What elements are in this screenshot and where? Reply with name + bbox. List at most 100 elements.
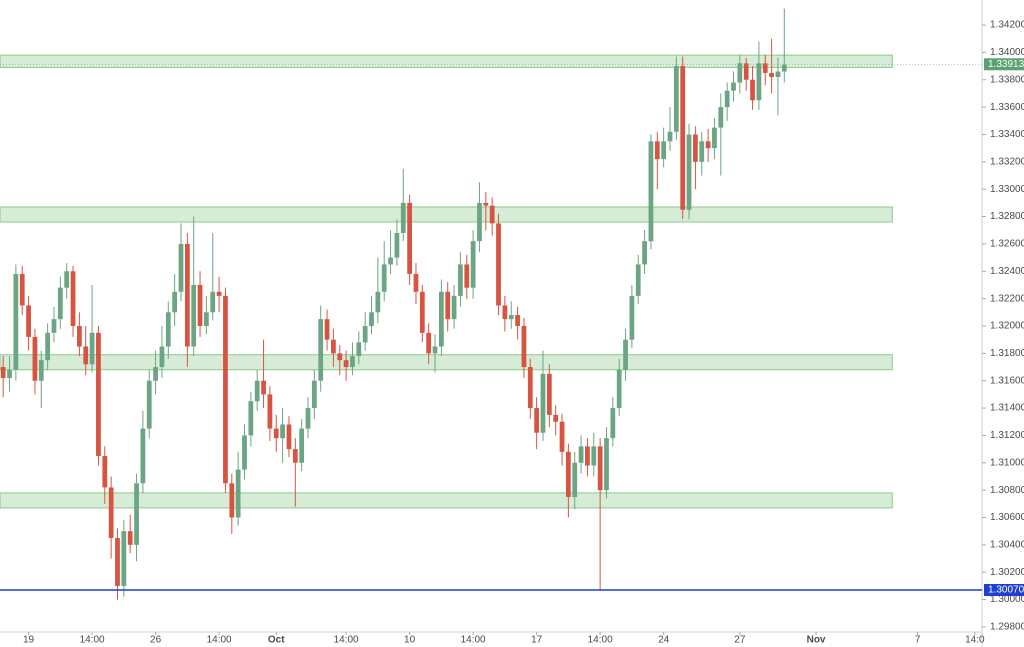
y-tick-label: 1.32200 [990, 293, 1024, 304]
candle-body [508, 315, 514, 320]
candle-body [216, 291, 222, 296]
candle-body [38, 360, 44, 381]
x-tick-label: 14:00 [461, 635, 486, 646]
candle-body [26, 305, 31, 337]
y-tick-label: 1.31800 [990, 348, 1024, 359]
x-tick-label: Nov [807, 635, 826, 646]
candle-body [305, 408, 311, 429]
candle-body [470, 241, 476, 288]
candle-body [235, 469, 241, 518]
candle-body [299, 428, 305, 463]
candle-body [204, 312, 209, 326]
candle-body [254, 380, 260, 402]
candle-body [496, 223, 501, 306]
candle-body [223, 295, 228, 484]
candle-body [756, 63, 762, 101]
candle-body [699, 141, 705, 162]
candle-body [381, 264, 387, 292]
x-tick-label: 26 [150, 635, 162, 646]
candle-body [267, 394, 273, 429]
candle-body [121, 531, 127, 586]
candle-body [261, 380, 266, 395]
candle-body [318, 319, 324, 381]
y-tick-label: 1.34200 [990, 20, 1024, 31]
support-resistance-zone [0, 492, 893, 509]
candle-body [165, 312, 171, 347]
candle-body [654, 141, 660, 160]
candle-body [210, 291, 216, 313]
candle-body [127, 531, 133, 545]
x-tick-label: 14:00 [588, 635, 613, 646]
candle-body [445, 291, 451, 320]
candle-body [464, 264, 470, 288]
x-tick-label: 7 [915, 635, 921, 646]
candle-body [337, 353, 343, 361]
candle-body [115, 538, 120, 586]
y-tick-label: 1.29800 [990, 622, 1024, 633]
x-tick-label: 14:00 [80, 635, 105, 646]
price-line-tag [984, 584, 1024, 597]
x-tick-label: 24 [658, 635, 670, 646]
x-tick-label: Oct [268, 635, 285, 646]
candle-body [578, 446, 584, 463]
candle-body [356, 342, 362, 357]
candle-body [623, 339, 628, 370]
x-tick-label: 10 [404, 635, 416, 646]
candle-body [477, 202, 482, 242]
candle-body [673, 66, 679, 132]
candle-body [648, 141, 654, 242]
candle-body [51, 319, 57, 333]
candle-body [483, 202, 489, 206]
candle-body [388, 257, 393, 265]
y-tick-label: 1.33600 [990, 102, 1024, 113]
candle-body [311, 380, 317, 409]
y-tick-label: 1.32800 [990, 211, 1024, 222]
y-tick-label: 1.33800 [990, 74, 1024, 85]
candle-body [159, 346, 165, 368]
candle-body [426, 332, 432, 354]
candle-body [19, 274, 25, 306]
candle-body [331, 339, 336, 354]
candle-body [693, 134, 698, 162]
candle-body [642, 241, 647, 265]
x-tick-label: 17 [531, 635, 543, 646]
candle-body [553, 414, 559, 422]
candle-body [407, 202, 412, 275]
y-tick-label: 1.30600 [990, 512, 1024, 523]
x-tick-label: 14:0 [965, 635, 985, 646]
candle-body [362, 325, 368, 343]
candle-body [616, 369, 622, 409]
candle-body [712, 127, 717, 149]
x-tick-label: 19 [23, 635, 35, 646]
candle-body [724, 90, 730, 108]
last-price-tag [984, 58, 1024, 71]
candle-body [32, 336, 38, 381]
candle-body [0, 367, 6, 378]
support-resistance-zone [0, 354, 893, 371]
candle-body [572, 462, 578, 497]
support-resistance-zone [0, 206, 893, 223]
candle-body [343, 360, 349, 368]
candle-body [737, 63, 743, 83]
candle-body [419, 291, 425, 333]
candle-body [375, 291, 381, 313]
candle-body [146, 380, 152, 429]
candle-body [64, 271, 70, 288]
candle-body [13, 274, 19, 370]
y-tick-label: 1.30800 [990, 485, 1024, 496]
y-tick-label: 1.33400 [990, 129, 1024, 140]
y-tick-label: 1.31600 [990, 375, 1024, 386]
candle-body [45, 332, 51, 361]
candle-body [775, 71, 781, 78]
candle-body [610, 408, 616, 439]
last-price-label: 1.33913 [988, 59, 1024, 70]
candle-body [184, 243, 190, 347]
candle-body [769, 72, 774, 78]
candle-body [661, 141, 667, 160]
candle-body [540, 373, 546, 433]
candle-body [546, 373, 552, 415]
candle-body [521, 325, 527, 368]
candle-body [534, 408, 540, 433]
candle-body [432, 346, 438, 354]
